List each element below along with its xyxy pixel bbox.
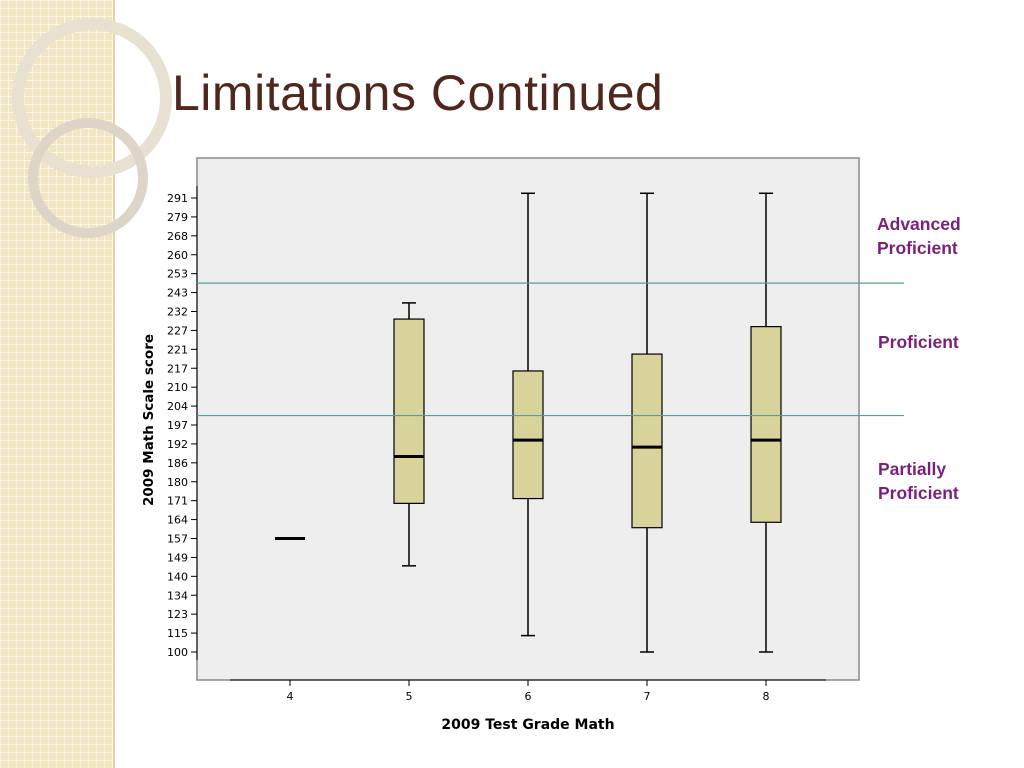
band-advanced-line2: Proficient (877, 238, 958, 258)
y-tick-label: 186 (167, 457, 188, 470)
box-grade-5 (393, 302, 425, 567)
iqr-box (393, 318, 425, 504)
y-tick-label: 291 (167, 192, 188, 205)
y-tick-label: 123 (167, 608, 188, 621)
x-axis-label: 2009 Test Grade Math (441, 717, 614, 733)
x-tick-label: 7 (644, 690, 651, 703)
x-tick-label: 6 (525, 690, 532, 703)
y-tick-label: 268 (167, 230, 188, 243)
y-tick-group: 100 115 123 134 140 149 157 164 171 180 186 192 197 2… (167, 192, 197, 659)
y-tick-label: 115 (167, 627, 188, 640)
decorative-ring-large (12, 18, 172, 178)
iqr-box (512, 370, 544, 500)
y-tick-label: 134 (167, 589, 188, 602)
y-tick-label: 157 (167, 533, 188, 546)
y-tick-label: 100 (167, 646, 188, 659)
cutoff-line-group (197, 282, 904, 417)
x-tick-label: 5 (406, 690, 413, 703)
y-tick-label: 232 (167, 306, 188, 319)
box-grade-6 (512, 192, 544, 637)
y-tick-label: 253 (167, 268, 188, 281)
y-tick-label: 180 (167, 476, 188, 489)
y-tick-label: 260 (167, 249, 188, 262)
iqr-box (750, 326, 782, 523)
y-axis-label: 2009 Math Scale score (141, 334, 157, 506)
slide-title: Limitations Continued (172, 65, 664, 121)
y-tick-label: 210 (167, 381, 188, 394)
y-tick-label: 243 (167, 287, 188, 300)
band-label-proficient: Proficient (878, 330, 959, 354)
y-tick-label: 149 (167, 551, 188, 564)
box-group (275, 192, 782, 653)
y-tick-label: 197 (167, 419, 188, 432)
x-tick-group: 4 5 6 7 8 (287, 680, 770, 703)
box-grade-7 (631, 192, 663, 653)
y-tick-label: 227 (167, 324, 188, 337)
y-tick-label: 164 (167, 514, 188, 527)
y-tick-label: 140 (167, 570, 188, 583)
y-tick-label: 279 (167, 211, 188, 224)
y-tick-label: 217 (167, 362, 188, 375)
band-advanced-line1: Advanced (877, 214, 961, 234)
decorative-ring-small (28, 118, 148, 238)
band-label-partially-proficient: Partially Proficient (878, 457, 959, 505)
band-label-advanced-proficient: Advanced Proficient (877, 212, 961, 260)
y-tick-label: 221 (167, 343, 188, 356)
x-tick-label: 8 (763, 690, 770, 703)
x-tick-label: 4 (287, 690, 294, 703)
band-partial-line1: Partially (878, 459, 947, 479)
y-tick-label: 192 (167, 438, 188, 451)
band-proficient-line1: Proficient (878, 332, 959, 352)
y-tick-label: 204 (167, 400, 188, 413)
strip-edge (113, 0, 115, 768)
box-grade-8 (750, 192, 782, 653)
y-tick-label: 171 (167, 495, 188, 508)
iqr-box (631, 353, 663, 529)
band-partial-line2: Proficient (878, 483, 959, 503)
